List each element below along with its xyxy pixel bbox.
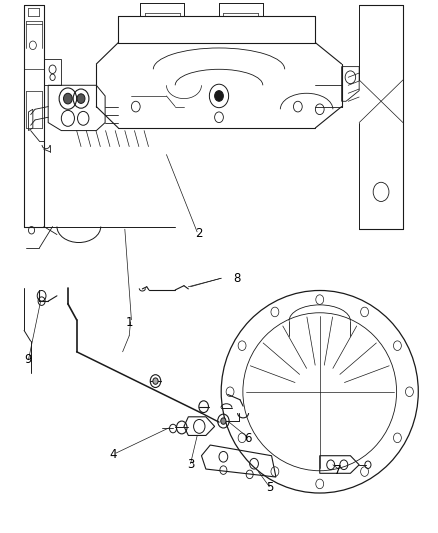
Circle shape bbox=[77, 94, 85, 103]
Circle shape bbox=[221, 418, 226, 424]
Circle shape bbox=[64, 93, 72, 104]
Circle shape bbox=[153, 378, 158, 384]
Text: 2: 2 bbox=[195, 227, 203, 240]
Text: 4: 4 bbox=[109, 448, 117, 461]
Text: 8: 8 bbox=[234, 272, 241, 285]
Text: 1: 1 bbox=[125, 316, 133, 329]
Text: 7: 7 bbox=[334, 464, 342, 477]
Text: 6: 6 bbox=[244, 432, 251, 445]
Text: 9: 9 bbox=[25, 353, 32, 366]
Circle shape bbox=[215, 91, 223, 101]
Text: 5: 5 bbox=[266, 481, 273, 494]
Text: 3: 3 bbox=[187, 458, 194, 471]
